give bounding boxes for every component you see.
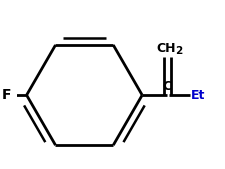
Text: C: C <box>163 80 172 93</box>
Text: F: F <box>2 88 11 102</box>
Text: Et: Et <box>191 89 206 102</box>
Text: CH: CH <box>157 42 176 55</box>
Text: 2: 2 <box>175 46 182 56</box>
